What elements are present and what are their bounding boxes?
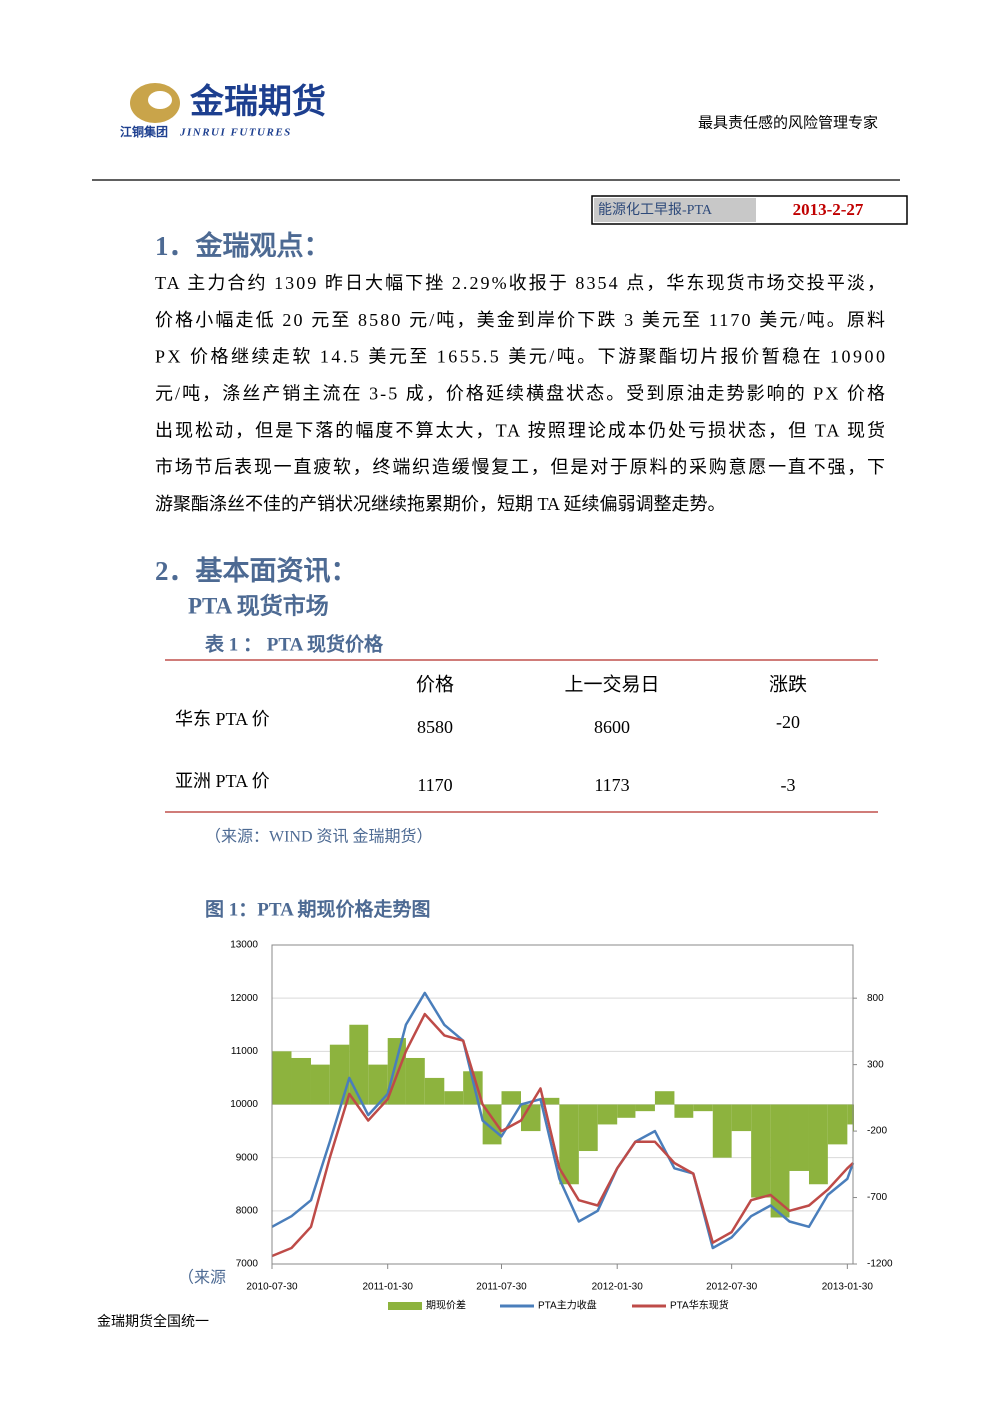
brand-en: JINRUI FUTURES — [179, 127, 292, 139]
x-tick-label: 2011-01-30 — [362, 1282, 413, 1293]
basis-bar — [751, 1104, 771, 1198]
cell: 1173 — [594, 775, 629, 795]
basis-bar — [827, 1104, 848, 1145]
row-label: 亚洲 PTA 价 — [175, 771, 270, 791]
x-tick-label: 2010-07-30 — [246, 1282, 298, 1293]
section-heading: 2．基本面资讯： — [155, 556, 358, 586]
footer: 金瑞期货全国统一 — [97, 1313, 209, 1330]
basis-bar — [482, 1104, 502, 1145]
paragraph-line: PX 价格继续走软 14.5 美元至 1655.5 美元/吨。下游聚酯切片报价暂… — [155, 347, 885, 367]
report-tag-bg — [594, 198, 756, 222]
column-header: 涨跌 — [769, 673, 807, 695]
x-tick-label: 2012-07-30 — [706, 1282, 758, 1293]
plot-border — [271, 944, 854, 1265]
legend-swatch — [388, 1302, 422, 1310]
y2-tick-label: 800 — [867, 993, 884, 1004]
basis-bar — [617, 1104, 636, 1118]
cell: 8580 — [417, 717, 453, 737]
brand: 金瑞期货 — [189, 82, 326, 121]
y-tick-label: 10000 — [230, 1099, 258, 1110]
series-line — [271, 991, 855, 1250]
basis-bar — [424, 1077, 445, 1105]
basis-bar — [291, 1057, 311, 1105]
y-tick-label: 12000 — [230, 993, 258, 1004]
basis-bar — [578, 1104, 598, 1152]
y-tick-label: 11000 — [231, 1046, 259, 1057]
basis-bar — [501, 1091, 521, 1105]
figure-title: 图 1：PTA 期现价格走势图 — [205, 897, 431, 920]
cell: 1170 — [417, 775, 452, 795]
paragraph-line: TA 主力合约 1309 昨日大幅下挫 2.29%收报于 8354 点，华东现货… — [155, 273, 885, 293]
x-tick-label: 2013-01-30 — [822, 1282, 874, 1293]
table-source: （来源：WIND 资讯 金瑞期货） — [205, 828, 433, 846]
basis-bar — [329, 1044, 350, 1105]
chart: 7000 8000 9000 10000 11000 12000 13000 -1200 -70… — [230, 940, 893, 1312]
legend-label: PTA华东现货 — [670, 1299, 729, 1312]
basis-bar — [654, 1091, 675, 1105]
basis-bar — [674, 1104, 694, 1118]
series-line — [271, 1012, 854, 1258]
legend-label: 期现价差 — [426, 1299, 466, 1312]
basis-bar — [847, 1104, 853, 1125]
paragraph-line: 元/吨，涤丝产销主流在 3-5 成，价格延续横盘状态。受到原油走势影响的 PX … — [155, 384, 885, 404]
column-header: 上一交易日 — [564, 673, 659, 695]
y2-tick-label: -200 — [867, 1126, 887, 1137]
basis-bar — [540, 1097, 560, 1105]
legend-label: PTA主力收盘 — [538, 1299, 597, 1312]
basis-bar — [712, 1104, 732, 1158]
paragraph-line: 市场节后表现一直疲软，终端织造缓慢复工，但是对于原料的采购意愿一直不强，下 — [155, 457, 885, 477]
y-tick-label: 8000 — [236, 1205, 259, 1216]
y-tick-label: 9000 — [236, 1152, 259, 1163]
basis-bar — [559, 1104, 579, 1185]
brand-group: 江铜集团 — [120, 124, 168, 139]
row-label: 华东 PTA 价 — [175, 709, 270, 729]
cell: -20 — [776, 712, 800, 732]
basis-bar — [368, 1064, 388, 1105]
basis-bar — [731, 1104, 752, 1132]
table-title: 表 1 ： PTA 现货价格 — [205, 632, 384, 655]
x-tick-label: 2011-07-30 — [476, 1282, 527, 1293]
logo — [130, 83, 180, 123]
basis-bar — [310, 1064, 330, 1105]
basis-bar — [770, 1104, 790, 1218]
basis-bar — [693, 1104, 713, 1112]
paragraph-line: 出现松动，但是下落的幅度不算太大，TA 按照理论成本仍处亏损状态，但 TA 现货 — [155, 420, 885, 440]
x-tick-label: 2012-01-30 — [592, 1282, 644, 1293]
slogan: 最具责任感的风险管理专家 — [698, 114, 878, 131]
paragraph-line: 游聚酯涤丝不佳的产销状况继续拖累期价，短期 TA 延续偏弱调整走势。 — [155, 494, 726, 514]
y2-tick-label: 300 — [867, 1059, 884, 1070]
report-tag: 能源化工早报-PTA — [598, 202, 713, 218]
basis-bar — [597, 1104, 618, 1125]
column-header: 价格 — [416, 673, 454, 695]
cell: -3 — [781, 775, 796, 795]
figure-source: （来源 — [178, 1269, 226, 1287]
basis-bar — [808, 1104, 828, 1185]
logo-icon-inner — [148, 91, 172, 109]
y-tick-label: 13000 — [230, 940, 258, 951]
basis-bar — [635, 1104, 655, 1112]
cell: 8600 — [594, 717, 630, 737]
paragraph: TA 主力合约 1309 昨日大幅下挫 2.29%收报于 8354 点，华东现货… — [155, 273, 885, 514]
report-date: 2013-2-27 — [793, 200, 864, 219]
y-tick-label: 7000 — [236, 1259, 259, 1270]
subheading: PTA 现货市场 — [188, 592, 329, 618]
basis-bar — [444, 1091, 464, 1105]
basis-bar — [349, 1024, 369, 1105]
paragraph-line: 价格小幅走低 20 元至 8580 元/吨，美金到岸价下跌 3 美元至 1170… — [155, 310, 885, 330]
y2-tick-label: -1200 — [867, 1259, 893, 1270]
basis-bar — [405, 1057, 425, 1105]
basis-bar — [272, 1051, 292, 1105]
y2-tick-label: -700 — [867, 1192, 887, 1203]
basis-bar — [789, 1104, 809, 1171]
section-heading: 1．金瑞观点： — [155, 230, 331, 261]
